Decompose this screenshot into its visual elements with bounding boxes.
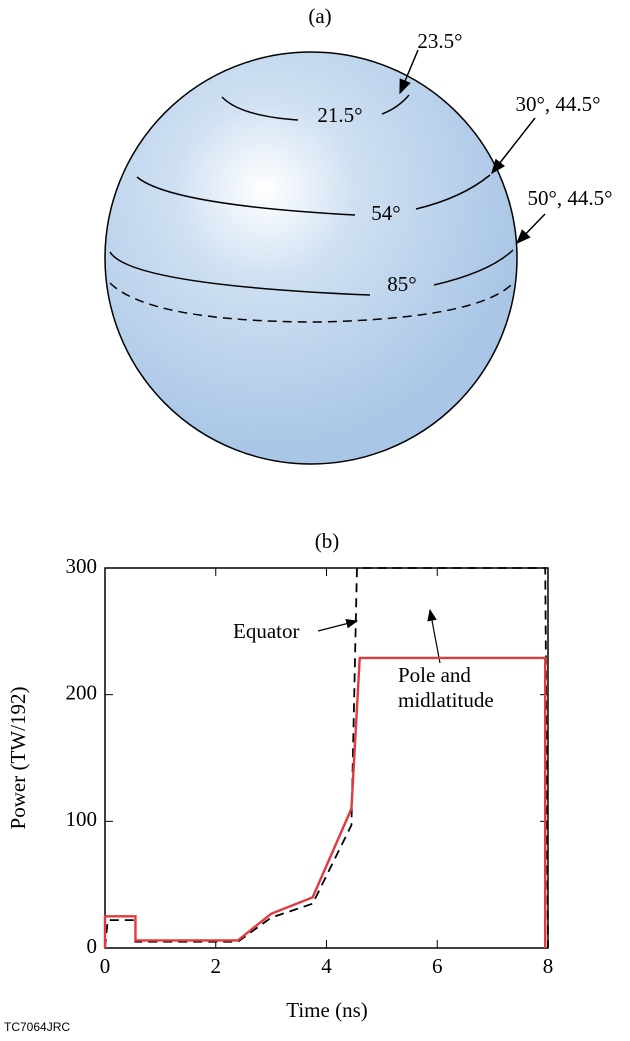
y-tick-label: 100 — [66, 807, 98, 831]
x-tick-label: 8 — [543, 954, 554, 978]
x-axis-label: Time (ns) — [286, 998, 368, 1022]
diagram-label: 54° — [371, 201, 400, 225]
y-tick-label: 0 — [87, 934, 98, 958]
diagram-label: 30°, 44.5° — [515, 92, 600, 116]
diagram-title: (a) — [308, 4, 331, 28]
x-tick-label: 4 — [321, 954, 332, 978]
diagram-label: 50°, 44.5° — [527, 186, 612, 210]
diagram-label: 85° — [387, 272, 416, 296]
x-tick-label: 0 — [100, 954, 111, 978]
diagram-label: 23.5° — [417, 29, 462, 53]
diagram-label: 21.5° — [317, 103, 362, 127]
x-tick-label: 2 — [211, 954, 222, 978]
series-label: Pole and midlatitude — [398, 663, 494, 712]
x-tick-label: 6 — [432, 954, 443, 978]
series-label: Equator — [233, 619, 300, 643]
series-line — [103, 656, 547, 948]
chart-title: (b) — [315, 529, 340, 553]
y-tick-label: 200 — [66, 680, 98, 704]
sphere — [104, 49, 546, 465]
figure-code: TC7064JRC — [4, 1020, 71, 1034]
annotation-arrows — [317, 608, 441, 664]
y-tick-label: 300 — [66, 554, 98, 578]
series-line — [104, 567, 549, 949]
plot-frame — [104, 567, 549, 949]
y-axis-label: Power (TW/192) — [6, 687, 30, 830]
